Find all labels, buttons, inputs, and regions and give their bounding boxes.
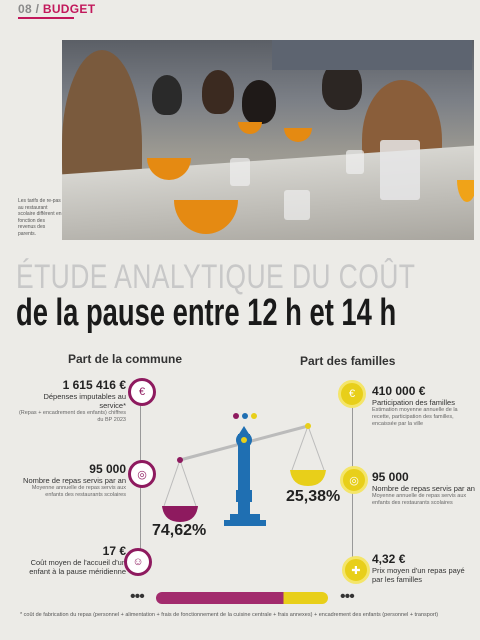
euro-icon: €: [128, 378, 156, 406]
familles-pan: [290, 470, 326, 486]
euro-icon: €: [338, 380, 366, 408]
commune-heading: Part de la commune: [68, 352, 183, 366]
magenta-dot: [233, 413, 239, 419]
familles-price: 4,32 € Prix moyen d'un repas payé par le…: [372, 552, 465, 584]
title-line-1: ÉTUDE ANALYTIQUE DU COÛT: [16, 258, 416, 296]
cafeteria-photo: [62, 40, 474, 240]
commune-cost: 17 € Coût moyen de l'accueil d'un enfant…: [29, 544, 126, 576]
left-dots: •••: [130, 588, 145, 605]
section-name: BUDGET: [42, 2, 96, 16]
commune-pan: [162, 506, 198, 522]
scale-base: [230, 514, 260, 520]
share-bar: [156, 592, 328, 604]
familles-percent: 25,38%: [286, 488, 341, 505]
header-rule: [18, 17, 74, 19]
page-header: 08 / BUDGET: [18, 2, 96, 16]
page-number: 08: [18, 2, 32, 16]
plate-icon: ◎: [340, 466, 368, 494]
blue-dot: [242, 413, 248, 419]
photo-caption: Les tarifs de re-pas au restaurant scola…: [18, 198, 62, 237]
meal-icon: ✚: [342, 556, 370, 584]
plate-icon: ◎: [128, 460, 156, 488]
familles-heading: Part des familles: [300, 354, 396, 368]
commune-percent: 74,62%: [152, 522, 207, 539]
familles-meals: 95 000 Nombre de repas servis par an Moy…: [372, 470, 475, 506]
child-icon: ☺: [124, 548, 152, 576]
familles-participation: 410 000 € Participation des familles Est…: [372, 384, 458, 427]
balance-scale-illustration: [162, 413, 326, 526]
commune-meals: 95 000 Nombre de repas servis par an Moy…: [23, 462, 126, 498]
yellow-dot: [251, 413, 257, 419]
commune-expenses: 1 615 416 € Dépenses imputables au servi…: [18, 378, 126, 423]
title-line-2: de la pause entre 12 h et 14 h: [16, 292, 397, 334]
right-dots: •••: [340, 588, 355, 605]
footnote: * coût de fabrication du repas (personne…: [20, 612, 439, 618]
